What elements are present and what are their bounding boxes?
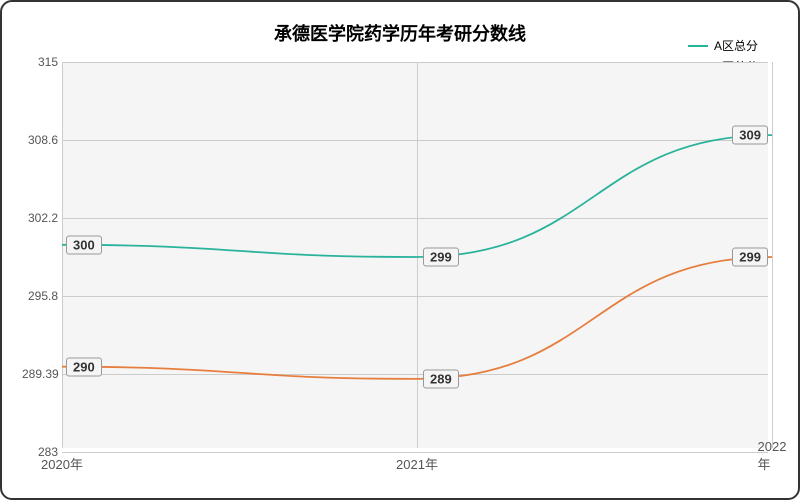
grid-line-h [62, 452, 768, 453]
y-tick-label: 308.6 [22, 133, 58, 147]
data-point-label: 299 [732, 248, 768, 267]
legend-item-a: A区总分 [688, 37, 758, 54]
data-point-label: 299 [423, 248, 459, 267]
y-tick-label: 289.39 [22, 367, 58, 381]
data-point-label: 289 [423, 369, 459, 388]
legend-swatch-a [688, 45, 708, 47]
y-tick-label: 315 [22, 55, 58, 69]
chart-lines [62, 62, 772, 452]
grid-line-v [772, 62, 773, 448]
data-point-label: 300 [66, 235, 102, 254]
chart-container: 承德医学院药学历年考研分数线 A区总分 B区总分 283289.39295.83… [0, 0, 800, 500]
series-line [62, 135, 772, 257]
x-tick-label: 2020年 [41, 454, 83, 473]
legend-label-a: A区总分 [714, 37, 758, 54]
data-point-label: 309 [732, 126, 768, 145]
series-line [62, 257, 772, 379]
y-tick-label: 295.8 [22, 289, 58, 303]
data-point-label: 290 [66, 357, 102, 376]
y-tick-label: 302.2 [22, 211, 58, 225]
x-tick-label: 2021年 [396, 454, 438, 473]
chart-title: 承德医学院药学历年考研分数线 [274, 20, 526, 46]
